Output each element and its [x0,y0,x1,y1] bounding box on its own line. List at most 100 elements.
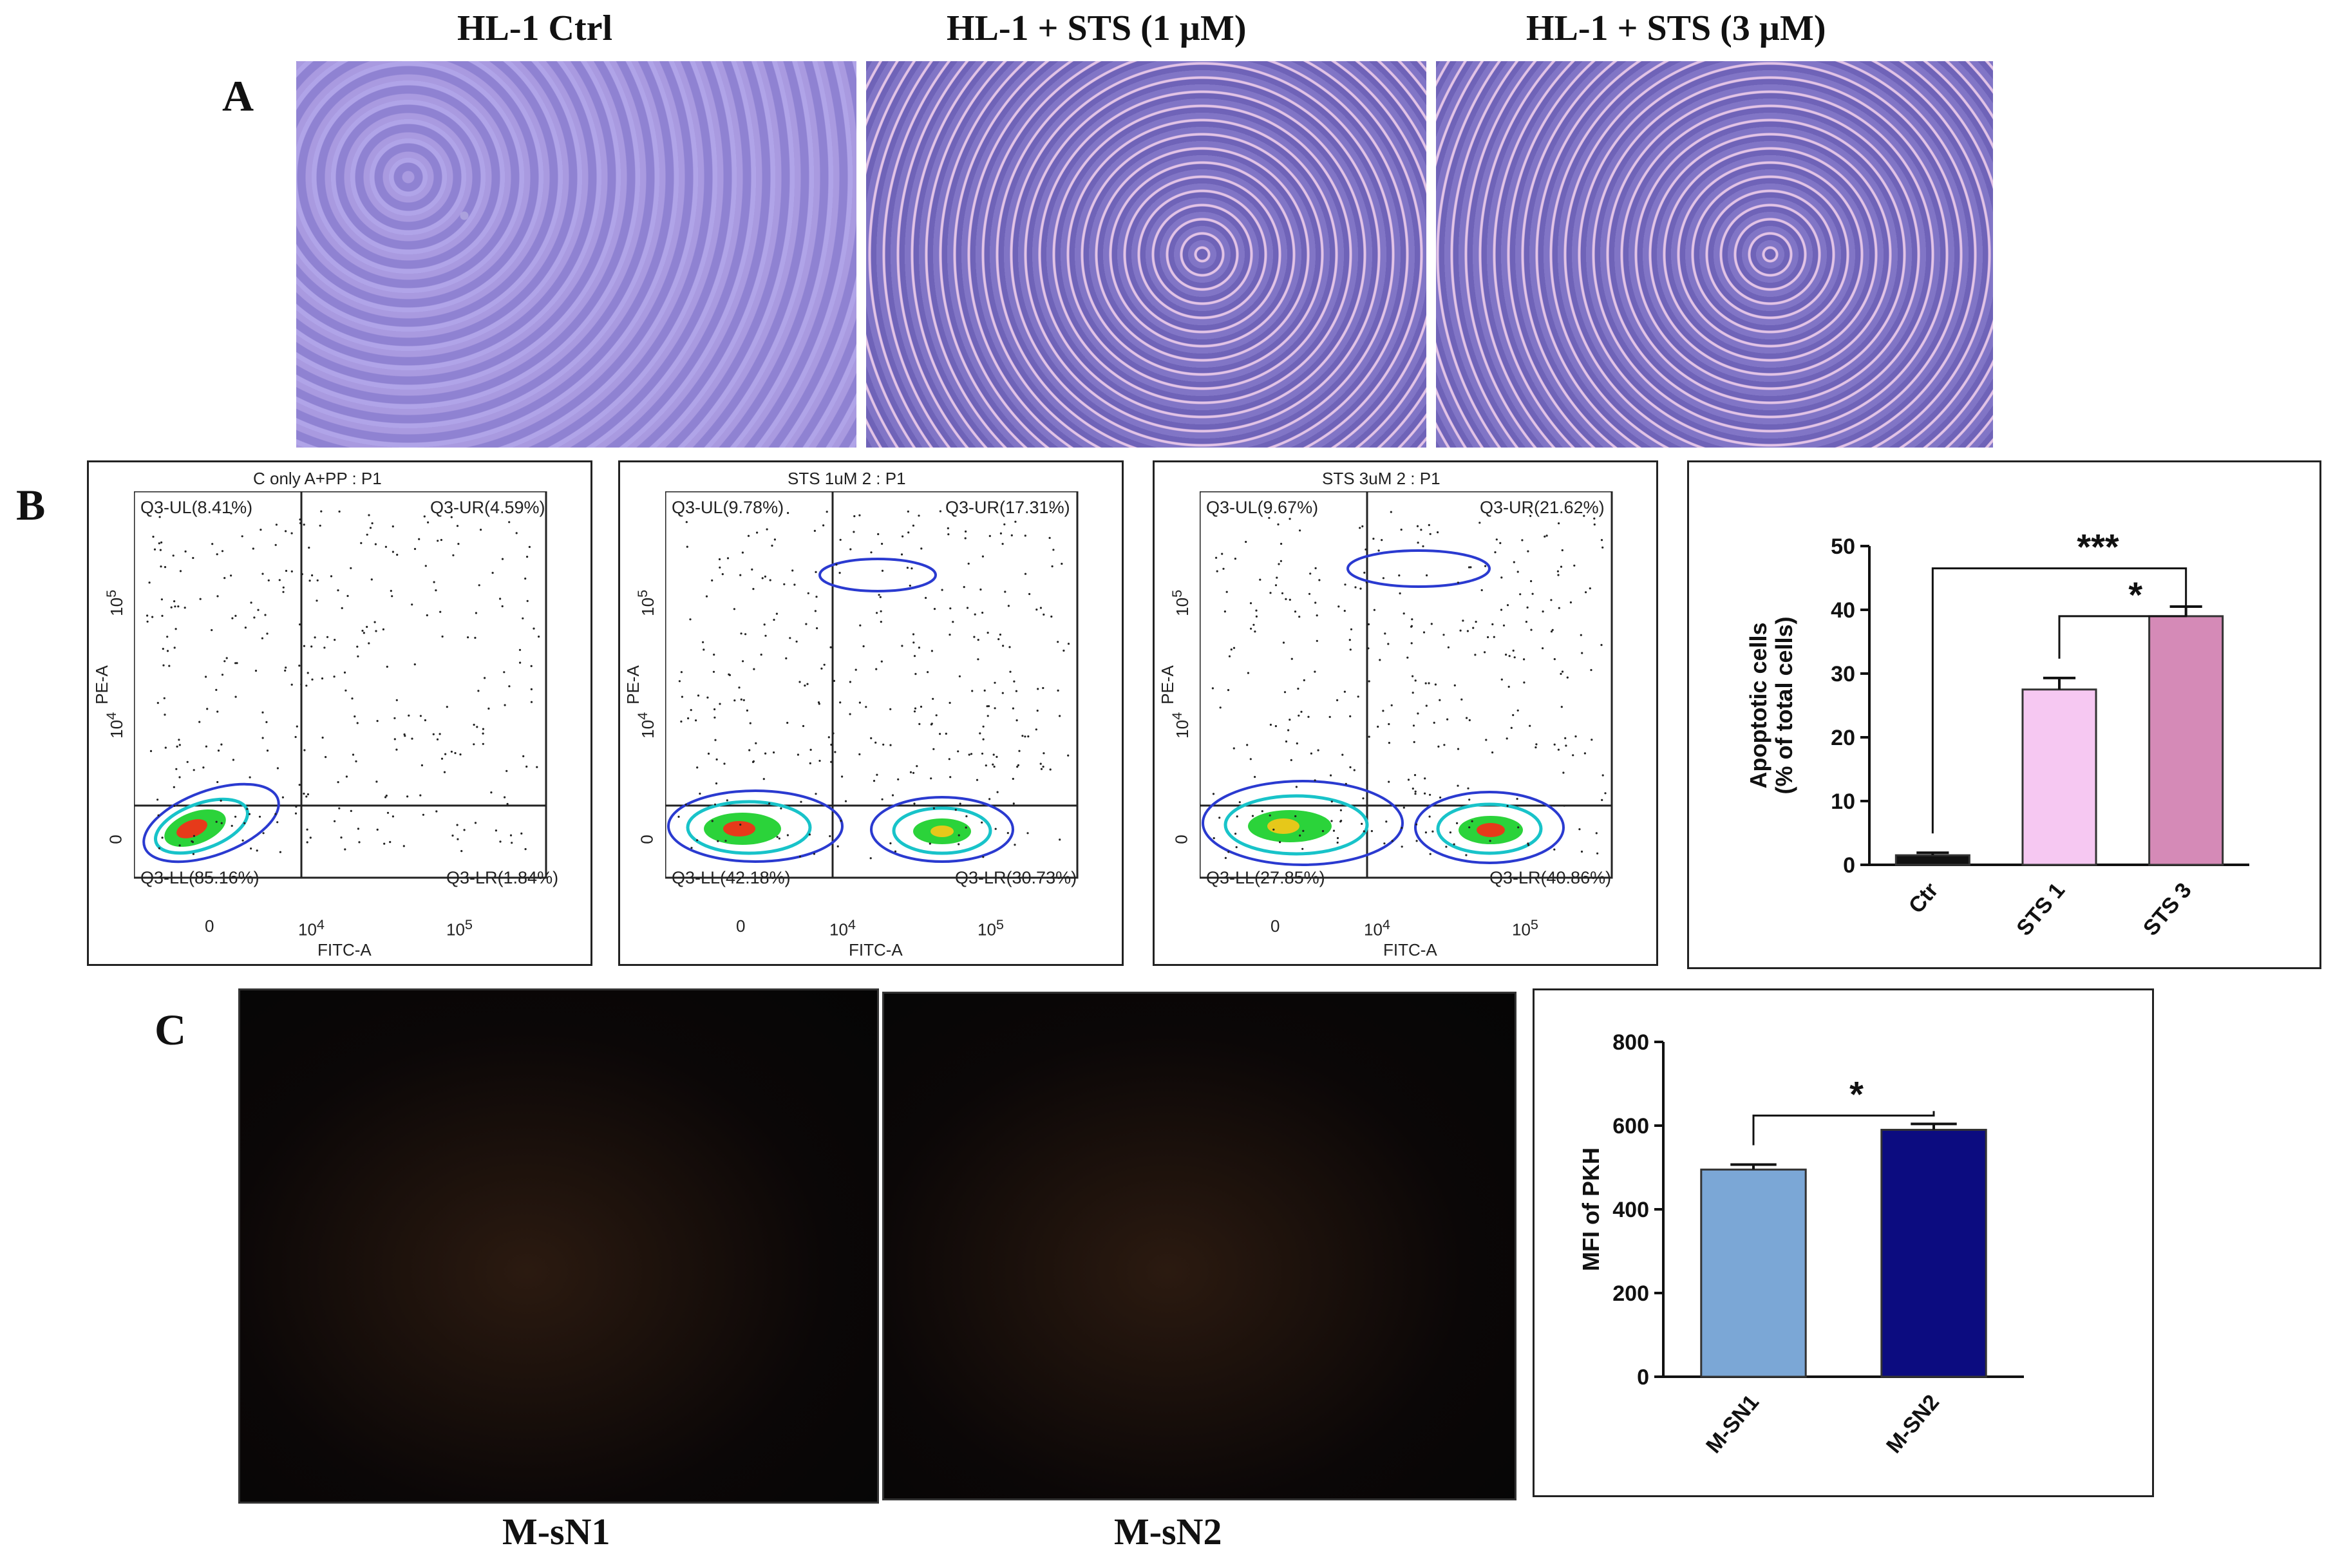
scatter-event [343,671,346,674]
scatter-event [439,610,442,613]
scatter-event [809,762,811,764]
scatter-event [435,810,438,813]
scatter-event [907,531,910,534]
quadrant-ll: Q3-LL(85.16%) [140,868,260,887]
scatter-event [1424,831,1427,834]
scatter-event [482,742,484,745]
scatter-event [829,835,831,838]
scatter-event [1259,578,1261,581]
scatter-event [1285,740,1288,743]
scatter-event [383,842,386,845]
scatter-event [987,705,990,708]
scatter-event [829,646,832,648]
scatter-event [820,667,823,670]
scatter-event [1233,747,1235,750]
scatter-event [711,820,713,822]
scatter-event [1024,534,1026,537]
scatter-event [1484,565,1487,567]
scatter-event [983,689,986,692]
scatter-event [1219,706,1222,709]
scatter-event [1471,820,1473,822]
scatter-event [508,685,511,688]
scatter-event [1330,774,1332,777]
scatter-event [1269,723,1272,726]
scatter-event [211,543,214,545]
scatter-event [733,699,736,702]
scatter-event [858,514,861,516]
scatter-event [1367,623,1370,626]
scatter-event [830,760,833,763]
scatter-event [680,671,683,674]
scatter-event [420,764,423,767]
scatter-event [395,699,398,701]
quadrant-ul: Q3-UL(9.78%) [672,498,784,517]
scatter-event [193,769,195,771]
scatter-event [718,558,721,561]
scatter-event [170,606,173,609]
contour-population [1202,780,1404,866]
scatter-event [457,543,460,545]
scatter-event [1424,682,1427,685]
scatter-event [1499,542,1502,544]
scatter-event [947,533,950,536]
scatter-event [1381,539,1383,542]
scatter-event [912,524,914,527]
scatter-event [360,542,363,544]
scatter-event [503,671,505,674]
scatter-event [1215,556,1218,559]
scatter-event [520,832,523,835]
y-tick: 0 [1171,835,1191,844]
scatter-event [480,529,482,531]
scatter-event [724,840,727,842]
scatter-event [220,743,223,746]
scatter-event [1010,534,1013,536]
scatter-event [1453,843,1455,845]
scatter-event [1413,774,1417,777]
scatter-event [1278,563,1280,565]
scatter-event [878,594,880,596]
scatter-event [835,563,838,566]
scatter-event [234,614,237,617]
scatter-event [1245,540,1247,543]
scatter-event [1252,623,1255,626]
flow-plot-sts1: STS 1uM 2 : P1 Q3-UL(9.78%) Q3-UR(17.31%… [618,460,1124,966]
scatter-event [999,532,1002,534]
scatter-event [971,690,974,692]
scatter-event [997,638,1000,641]
scatter-event [1415,840,1418,842]
scatter-event [1246,744,1249,746]
scatter-event [874,741,877,744]
scatter-event [375,630,377,632]
scatter-event [1328,715,1331,718]
scatter-event [1383,842,1386,845]
scatter-event [361,629,364,632]
scatter-event [1269,814,1271,817]
y-tick: 104 [634,712,657,739]
scatter-event [530,688,533,690]
scatter-event [1387,643,1390,645]
scatter-event [376,828,379,831]
scatter-event [413,663,416,666]
scatter-event [1431,830,1434,833]
scatter-event [175,628,177,630]
scatter-event [216,710,219,713]
scatter-event [1558,522,1560,525]
scatter-event [1289,598,1291,601]
scatter-event [1508,655,1511,657]
scatter-event [973,636,976,638]
scatter-event [174,605,176,608]
scatter-event [1238,801,1241,804]
scatter-event [1485,739,1488,741]
scatter-event [823,663,826,666]
scatter-event [1411,618,1413,621]
scatter-event [505,770,508,772]
scatter-event [392,815,394,818]
scatter-event [889,708,892,710]
scatter-event [164,713,166,716]
scatter-event [702,641,704,643]
scatter-event [457,838,459,840]
scatter-event [696,766,699,769]
contour-population [1267,818,1299,834]
scatter-event [451,835,454,837]
scatter-event [424,565,427,567]
